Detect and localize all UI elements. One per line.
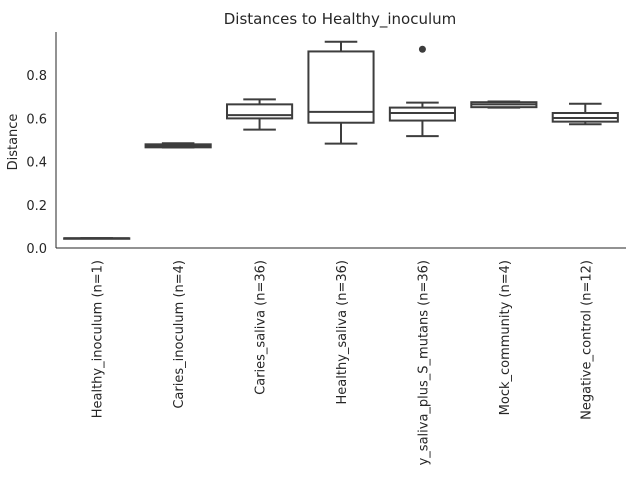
x-tick-label: Healthy_saliva (n=36) <box>335 260 350 404</box>
y-tick-label: 0.2 <box>26 199 47 214</box>
x-ticks: Healthy_inoculum (n=1) Caries_inoculum (n… <box>91 260 595 465</box>
y-tick-label: 0.4 <box>26 156 47 171</box>
x-tick-label: Caries_inoculum (n=4) <box>172 260 187 409</box>
box-group <box>226 98 294 131</box>
y-tick-label: 0.0 <box>26 242 47 257</box>
x-tick-label: Caries_saliva (n=36) <box>254 260 269 395</box>
y-axis-label: Distance <box>6 114 21 171</box>
outlier-point <box>418 45 426 53</box>
boxes <box>63 40 619 240</box>
x-tick-label: Negative_control (n=12) <box>579 260 594 420</box>
x-tick-label: y_saliva_plus_S_mutans (n=36) <box>416 260 431 465</box>
box-iqr <box>388 106 457 122</box>
y-tick-label: 0.6 <box>26 112 47 127</box>
box-group <box>551 102 619 126</box>
box-iqr <box>307 50 375 124</box>
x-tick-label: Healthy_inoculum (n=1) <box>91 260 106 418</box>
box-group <box>470 100 538 109</box>
box-group <box>388 45 457 138</box>
box-iqr <box>226 103 294 120</box>
box-group <box>63 237 131 240</box>
box-group <box>144 142 212 149</box>
box-group <box>307 40 375 145</box>
y-tick-label: 0.8 <box>26 69 47 84</box>
x-tick-label: Mock_community (n=4) <box>498 260 513 415</box>
y-ticks: 0.0 0.2 0.4 0.6 0.8 <box>26 69 47 257</box>
chart-title: Distances to Healthy_inoculum <box>224 10 457 29</box>
